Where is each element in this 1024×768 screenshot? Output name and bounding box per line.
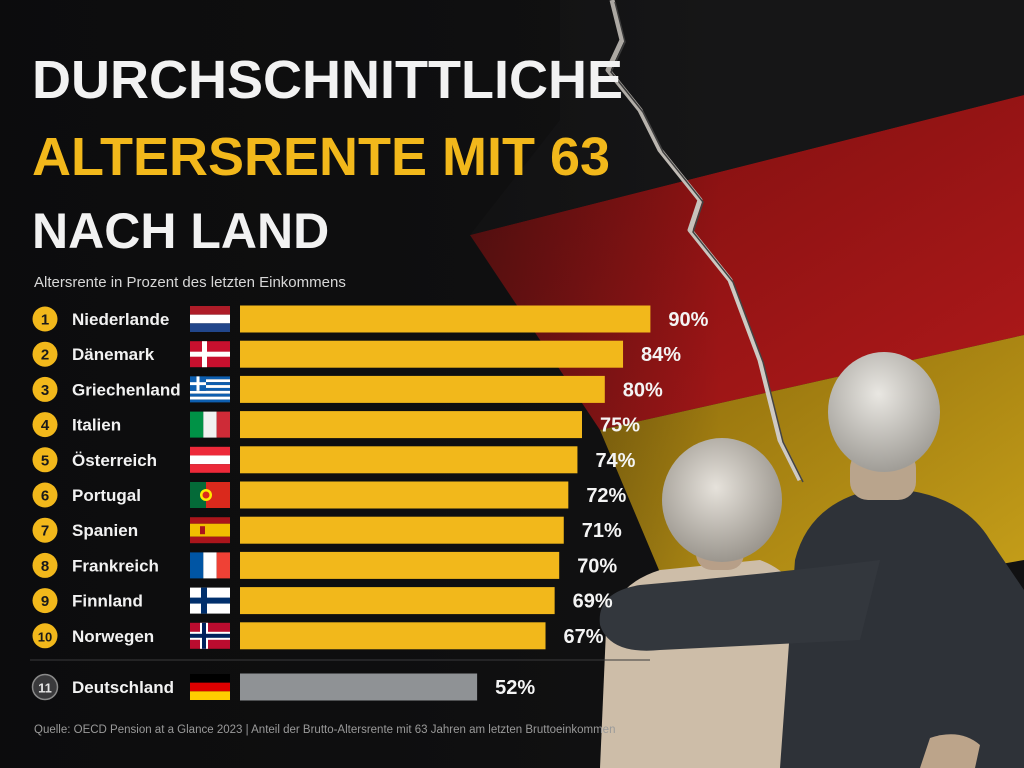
rank-badge (32, 588, 58, 614)
germany-flag (190, 674, 230, 700)
man-sweater (780, 488, 1024, 768)
source-footer: Quelle: OECD Pension at a Glance 2023 | … (34, 724, 615, 736)
bar (240, 340, 624, 368)
country-label: Spanien (72, 521, 138, 540)
man-arm (599, 560, 880, 651)
value-label: 52% (495, 677, 535, 699)
italy-flag (190, 411, 230, 438)
chart-row-norway: 10 Norwegen 67% (32, 622, 604, 650)
rank-badge (32, 341, 58, 367)
rank-number: 11 (38, 681, 52, 696)
denmark-flag (190, 341, 230, 368)
rank-number: 9 (41, 593, 49, 610)
netherlands-flag (190, 306, 230, 332)
value-label: 75% (600, 415, 640, 437)
value-label: 70% (577, 555, 617, 577)
country-label: Frankreich (72, 556, 159, 575)
austria-flag (190, 446, 230, 473)
bar (240, 411, 582, 439)
value-label: 72% (586, 485, 626, 507)
portugal-flag (190, 482, 230, 508)
spain-flag (190, 517, 230, 544)
value-label: 80% (623, 379, 663, 401)
value-label: 71% (582, 520, 622, 542)
title-line-2: ALTERSRENTE MIT 63 (32, 127, 610, 187)
bar (240, 516, 564, 544)
chart-subtitle: Altersrente in Prozent des letzten Einko… (34, 274, 346, 291)
chart-row-denmark: 2 Dänemark 84% (32, 340, 681, 368)
rank-badge (32, 412, 58, 438)
elderly-couple-illustration (599, 352, 1024, 768)
rank-badge (32, 482, 58, 508)
country-label: Österreich (72, 451, 157, 470)
country-label: Portugal (72, 486, 141, 505)
rank-badge (31, 673, 59, 701)
rank-badge (32, 306, 58, 332)
value-label: 69% (573, 591, 613, 613)
bar-rows: 1 Niederlande 90% 2 Dänemark 84% 3 Griechenland… (31, 305, 709, 701)
rank-badge (32, 517, 58, 543)
rank-number: 8 (41, 558, 49, 575)
chart-row-austria: 5 Österreich 74% (32, 446, 636, 474)
rank-number: 3 (41, 382, 49, 399)
bar (240, 622, 546, 650)
value-label: 74% (595, 450, 635, 472)
country-label: Griechenland (72, 380, 181, 399)
rank-badge (32, 623, 58, 649)
bar (240, 446, 578, 474)
man-hair (828, 352, 940, 472)
rank-number: 1 (41, 312, 49, 329)
woman-hair (662, 438, 782, 562)
rank-number: 4 (41, 417, 50, 434)
title-block: DURCHSCHNITTLICHE ALTERSRENTE MIT 63 NAC… (32, 50, 623, 291)
france-flag (190, 552, 230, 579)
chart-row-spain: 7 Spanien 71% (32, 516, 622, 544)
rank-number: 7 (41, 523, 49, 540)
norway-flag (190, 622, 230, 649)
country-label: Dänemark (72, 345, 155, 364)
greece-flag (190, 376, 230, 403)
rank-badge (32, 552, 58, 578)
chart-row-france: 8 Frankreich 70% (32, 551, 617, 579)
rank-badge (32, 376, 58, 402)
chart-row-finland: 9 Finnland 69% (32, 587, 613, 615)
bar (240, 587, 555, 615)
rank-number: 5 (41, 452, 49, 469)
country-label: Niederlande (72, 310, 169, 329)
chart-row-germany: 11 Deutschland 52% (31, 673, 535, 701)
chart-row-italy: 4 Italien 75% (32, 411, 640, 439)
rank-badge (32, 447, 58, 473)
rank-number: 6 (41, 488, 49, 505)
title-line-3: NACH LAND (32, 203, 329, 259)
chart-row-greece: 3 Griechenland 80% (32, 375, 663, 403)
bar (240, 551, 560, 579)
chart-row-portugal: 6 Portugal 72% (32, 481, 627, 509)
value-label: 84% (641, 344, 681, 366)
value-label: 90% (668, 309, 708, 331)
bar (240, 673, 478, 701)
value-label: 67% (564, 626, 604, 648)
finland-flag (190, 587, 230, 614)
country-label: Deutschland (72, 678, 174, 697)
country-label: Norwegen (72, 627, 154, 646)
title-line-1: DURCHSCHNITTLICHE (32, 50, 623, 110)
rank-number: 10 (38, 629, 52, 644)
bar (240, 481, 569, 509)
bar (240, 305, 651, 333)
chart-row-netherlands: 1 Niederlande 90% (32, 305, 709, 333)
rank-number: 2 (41, 347, 49, 364)
country-label: Italien (72, 416, 121, 435)
country-label: Finnland (72, 592, 143, 611)
bar (240, 375, 605, 403)
